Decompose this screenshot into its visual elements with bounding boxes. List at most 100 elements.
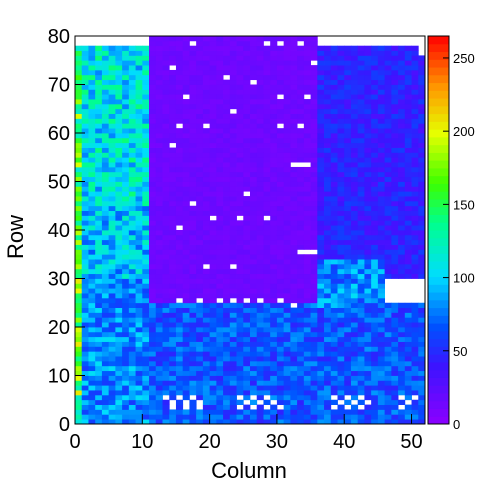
heatmap-cell xyxy=(155,404,163,410)
heatmap-cell xyxy=(122,380,130,386)
heatmap-cell xyxy=(384,394,392,401)
heatmap-cell xyxy=(196,128,204,134)
heatmap-cell xyxy=(391,69,399,76)
heatmap-cell xyxy=(162,302,170,308)
heatmap-cell xyxy=(371,268,379,275)
color-scale-step xyxy=(428,36,449,45)
heatmap-cell xyxy=(398,268,406,275)
heatmap-cell xyxy=(88,196,96,202)
heatmap-cell xyxy=(384,176,392,182)
heatmap-cell xyxy=(101,249,110,255)
heatmap-cell xyxy=(75,210,83,216)
heatmap-cell xyxy=(202,108,211,114)
heatmap-cell xyxy=(357,346,365,352)
heatmap-cell xyxy=(189,230,197,236)
heatmap-cell xyxy=(344,108,352,114)
heatmap-cell xyxy=(75,128,83,134)
heatmap-cell xyxy=(169,293,177,299)
heatmap-cell xyxy=(229,137,237,144)
heatmap-cell xyxy=(88,297,96,304)
heatmap-cell xyxy=(182,65,190,71)
heatmap-cell xyxy=(229,74,237,81)
heatmap-cell xyxy=(155,133,163,139)
heatmap-cell xyxy=(263,142,271,148)
heatmap-cell xyxy=(283,370,291,376)
heatmap-cell xyxy=(196,45,204,51)
heatmap-cell xyxy=(142,200,150,207)
heatmap-cell xyxy=(155,254,163,260)
heatmap-cell xyxy=(270,147,278,153)
heatmap-cell xyxy=(303,278,311,284)
heatmap-cell xyxy=(283,40,291,47)
heatmap-cell xyxy=(229,370,237,376)
heatmap-cell xyxy=(88,356,96,362)
heatmap-cell xyxy=(391,142,399,148)
heatmap-cell xyxy=(337,89,345,95)
heatmap-cell xyxy=(324,103,332,110)
heatmap-cell xyxy=(250,36,258,42)
heatmap-cell xyxy=(357,196,365,202)
heatmap-cell xyxy=(149,142,157,148)
heatmap-cell xyxy=(162,293,170,299)
heatmap-cell xyxy=(371,375,379,381)
heatmap-cell xyxy=(250,113,258,119)
heatmap-cell xyxy=(101,360,110,367)
heatmap-cell xyxy=(411,375,419,381)
heatmap-cell xyxy=(101,191,110,197)
heatmap-cell xyxy=(404,220,412,226)
heatmap-cell xyxy=(350,293,359,299)
heatmap-cell xyxy=(122,65,130,71)
heatmap-cell xyxy=(149,205,157,211)
heatmap-cell xyxy=(303,409,311,415)
heatmap-cell xyxy=(310,220,318,226)
heatmap-cell xyxy=(310,103,318,110)
heatmap-cell xyxy=(250,234,258,241)
heatmap-cell xyxy=(276,118,285,124)
heatmap-cell xyxy=(122,263,130,270)
heatmap-cell xyxy=(81,283,89,289)
heatmap-cell xyxy=(371,244,379,250)
heatmap-cell xyxy=(404,74,412,81)
heatmap-cell xyxy=(398,200,406,207)
heatmap-cell xyxy=(149,380,157,386)
heatmap-cell xyxy=(142,84,150,90)
heatmap-cell xyxy=(276,268,285,275)
heatmap-cell xyxy=(122,414,130,420)
heatmap-cell xyxy=(303,215,311,221)
heatmap-cell xyxy=(236,65,244,71)
heatmap-cell xyxy=(223,254,231,260)
heatmap-cell xyxy=(276,162,285,168)
heatmap-cell xyxy=(418,166,426,173)
heatmap-cell xyxy=(122,50,130,56)
heatmap-cell xyxy=(149,404,157,410)
heatmap-cell xyxy=(310,288,318,294)
heatmap-cell xyxy=(391,74,399,81)
heatmap-cell xyxy=(128,380,136,386)
heatmap-cell xyxy=(276,45,285,51)
heatmap-cell xyxy=(270,103,278,110)
heatmap-cell xyxy=(88,351,96,357)
heatmap-cell xyxy=(142,89,150,95)
heatmap-cell xyxy=(364,147,372,153)
heatmap-cell xyxy=(81,55,89,61)
heatmap-cell xyxy=(330,196,338,202)
heatmap-cell xyxy=(350,234,359,241)
heatmap-cell xyxy=(229,385,237,391)
heatmap-cell xyxy=(202,65,211,71)
heatmap-cell xyxy=(344,302,352,308)
heatmap-cell xyxy=(371,399,379,405)
heatmap-cell xyxy=(223,370,231,376)
heatmap-cell xyxy=(276,375,285,381)
heatmap-cell xyxy=(256,186,264,192)
heatmap-cell xyxy=(418,176,426,182)
heatmap-cell xyxy=(371,278,379,284)
heatmap-cell xyxy=(175,215,184,221)
heatmap-cell xyxy=(411,419,419,425)
heatmap-cell xyxy=(357,60,365,66)
heatmap-cell xyxy=(337,128,345,134)
heatmap-cell xyxy=(330,263,338,270)
heatmap-cell xyxy=(411,360,419,367)
heatmap-cell xyxy=(276,225,285,231)
heatmap-cell xyxy=(303,89,311,95)
heatmap-cell xyxy=(276,278,285,284)
